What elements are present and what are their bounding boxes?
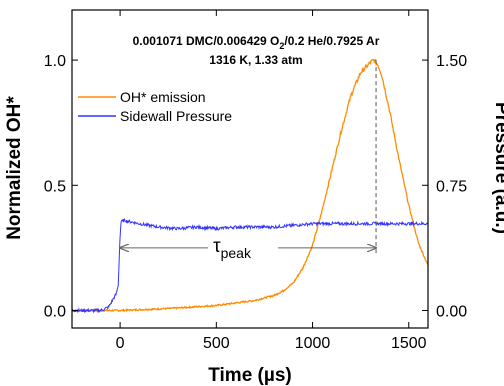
series-line-oh-emission (72, 59, 428, 313)
legend-label-oh: OH* emission (120, 89, 206, 105)
chart-title-line2: 1316 K, 1.33 atm (209, 53, 302, 67)
tau-peak-label: τpeak (213, 236, 252, 261)
y-right-tick-label: 0.75 (436, 178, 467, 195)
x-tick-label: 500 (203, 335, 230, 352)
x-tick-label: 1500 (391, 335, 427, 352)
y-axis-left-title: Normalized OH* (4, 96, 25, 240)
x-tick-label: 0 (116, 335, 125, 352)
y-axis-right-title: Pressure (a.u.) (491, 102, 504, 234)
y-left-tick-label: 0.5 (44, 178, 66, 195)
plot-frame (71, 9, 429, 329)
y-left-tick-label: 0.0 (44, 303, 66, 320)
x-axis-title: Time (µs) (208, 365, 291, 386)
y-left-tick-label: 1.0 (44, 53, 66, 70)
legend: OH* emission Sidewall Pressure (78, 89, 232, 124)
y-right-tick-label: 0.00 (436, 303, 467, 320)
y-right-tick-label: 1.50 (436, 53, 467, 70)
chart-title-line1: 0.001071 DMC/0.006429 O2/0.2 He/0.7925 A… (133, 34, 380, 51)
legend-label-pressure: Sidewall Pressure (120, 108, 232, 124)
series-line-sidewall-pressure (72, 218, 428, 314)
x-tick-label: 1000 (295, 335, 331, 352)
